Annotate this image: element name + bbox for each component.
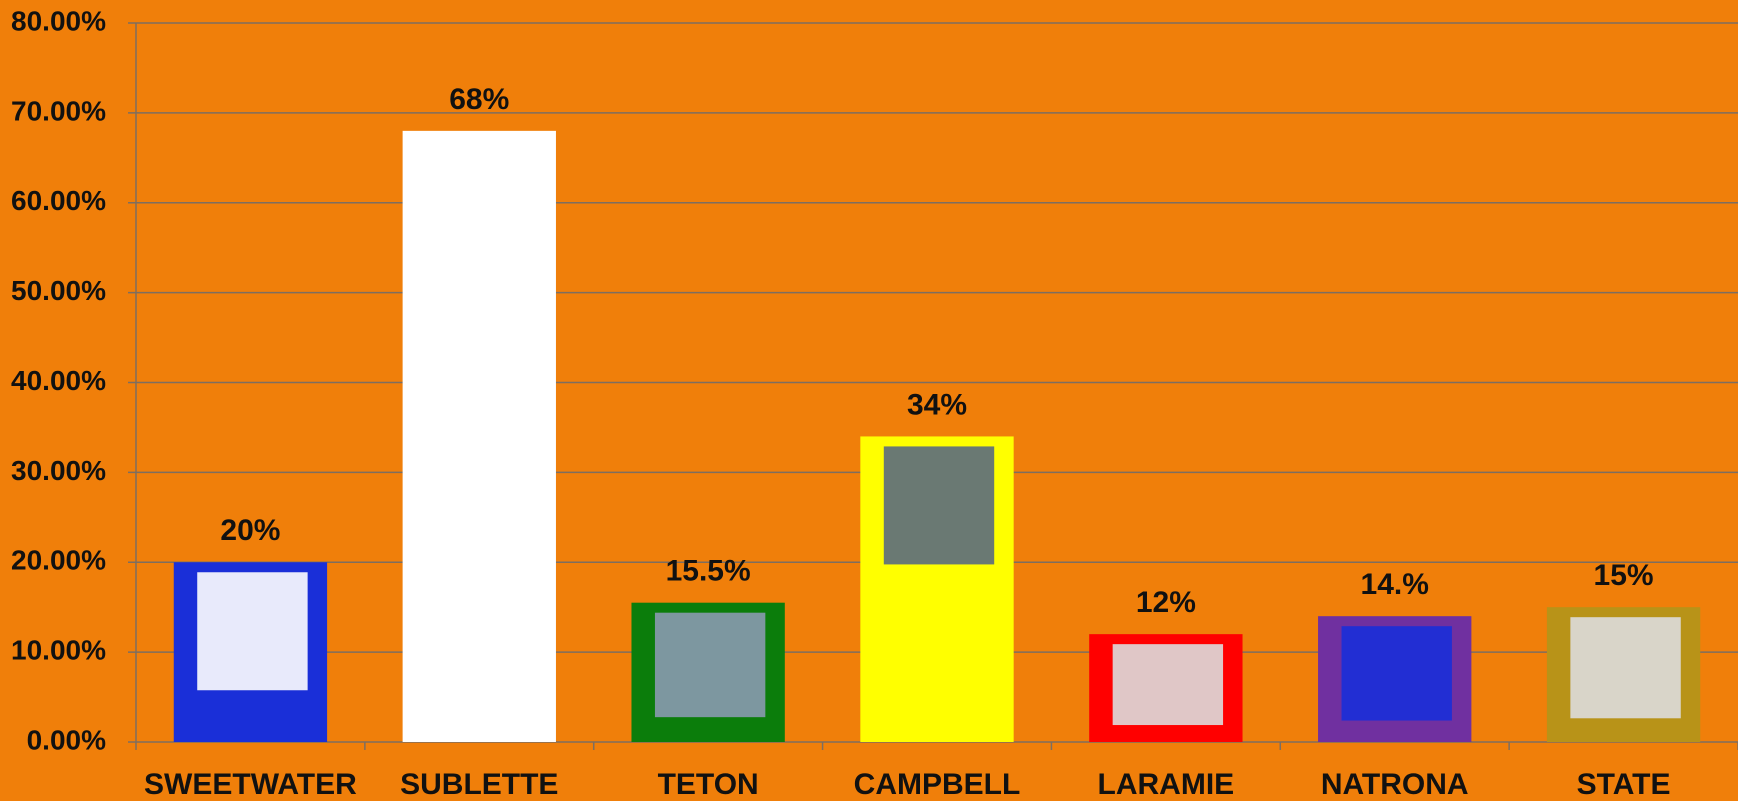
y-tick-label: 40.00% [11, 365, 106, 396]
y-tick-label: 60.00% [11, 185, 106, 216]
bar [402, 130, 556, 743]
value-label: 34% [907, 388, 967, 421]
value-label: 68% [449, 83, 509, 116]
y-tick-label: 80.00% [11, 5, 106, 36]
y-tick-label: 70.00% [11, 95, 106, 126]
x-tick-label: NATRONA [1321, 768, 1469, 801]
x-tick-label: SUBLETTE [400, 768, 558, 801]
bar-picture [1570, 617, 1681, 719]
value-label: 15% [1594, 559, 1654, 592]
y-tick-label: 50.00% [11, 275, 106, 306]
bar-picture [1341, 626, 1452, 721]
y-tick-label: 20.00% [11, 545, 106, 576]
x-tick-label: STATE [1577, 768, 1671, 801]
value-label: 20% [220, 514, 280, 547]
value-label: 14.% [1361, 568, 1429, 601]
bar-picture [197, 572, 308, 691]
x-tick-label: LARAMIE [1098, 768, 1235, 801]
bar-picture [654, 612, 766, 718]
bar-picture [883, 446, 995, 565]
value-label: 12% [1136, 586, 1196, 619]
y-tick-label: 0.00% [27, 724, 106, 755]
x-tick-label: SWEETWATER [144, 768, 357, 801]
x-tick-label: TETON [658, 768, 759, 801]
x-tick-label: CAMPBELL [854, 768, 1021, 801]
bar-picture [1112, 644, 1224, 726]
value-label: 15.5% [666, 555, 751, 588]
y-tick-label: 30.00% [11, 455, 106, 486]
y-tick-label: 10.00% [11, 635, 106, 666]
